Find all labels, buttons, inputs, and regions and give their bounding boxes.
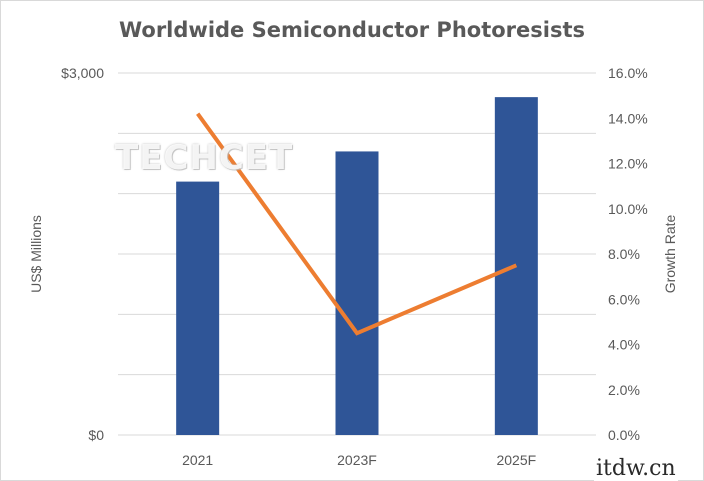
x-tick-label: 2021 — [182, 452, 213, 468]
right-tick-label: 8.0% — [608, 246, 640, 262]
bar-2021 — [176, 181, 220, 435]
left-axis-label: US$ Millions — [28, 215, 44, 293]
site-watermark: itdw.cn — [594, 456, 678, 481]
right-tick-label: 14.0% — [608, 110, 648, 126]
x-tick-label: 2025F — [496, 452, 536, 468]
x-tick-label: 2023F — [337, 452, 377, 468]
left-tick-label: $0 — [88, 427, 104, 443]
chart-title: Worldwide Semiconductor Photoresists — [118, 18, 586, 42]
right-tick-label: 2.0% — [608, 382, 640, 398]
right-tick-label: 12.0% — [608, 156, 648, 172]
left-tick-label: $3,000 — [61, 65, 104, 81]
right-axis-label: Growth Rate — [662, 214, 678, 294]
right-tick-label: 16.0% — [608, 65, 648, 81]
bar-2023f — [335, 151, 379, 435]
right-tick-label: 10.0% — [608, 201, 648, 217]
right-tick-label: 6.0% — [608, 291, 640, 307]
right-tick-label: 0.0% — [608, 427, 640, 443]
right-tick-label: 4.0% — [608, 337, 640, 353]
